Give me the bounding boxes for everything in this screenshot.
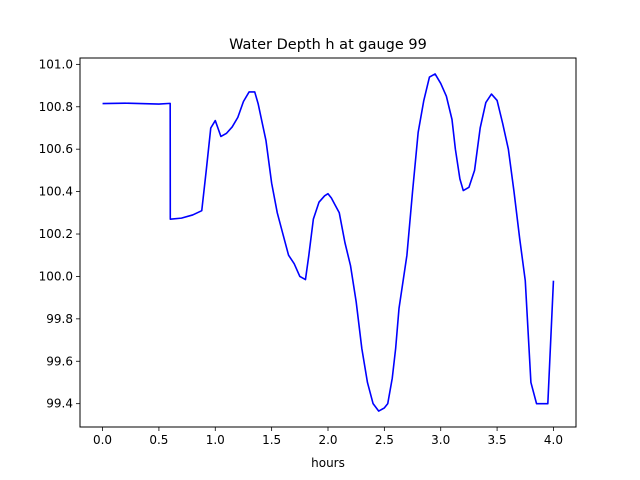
chart-title: Water Depth h at gauge 99 (229, 37, 427, 53)
x-tick-label: 4.0 (544, 433, 563, 447)
x-tick-label: 3.0 (431, 433, 450, 447)
x-tick-label: 2.5 (375, 433, 394, 447)
y-tick-label: 100.8 (39, 100, 73, 114)
y-tick-label: 99.6 (46, 354, 73, 368)
plot-area: 0.0 0.5 1.0 1.5 2.0 2.5 3.0 3.5 4.0 99.4 99.6 99.8 1… (39, 57, 577, 447)
y-tick-label: 100.0 (39, 269, 73, 283)
y-tick-label: 99.4 (46, 397, 73, 411)
x-tick-label: 1.0 (206, 433, 225, 447)
x-tick-label: 1.5 (262, 433, 281, 447)
y-tick-label: 100.6 (39, 142, 73, 156)
series-line-0 (102, 73, 555, 412)
y-tick-label: 101.0 (39, 57, 73, 71)
y-tick-label: 100.4 (39, 185, 73, 199)
y-tick-label: 100.2 (39, 227, 73, 241)
x-tick-label: 0.5 (149, 433, 168, 447)
x-tick-label: 2.0 (318, 433, 337, 447)
x-axis-label: hours (311, 456, 345, 470)
y-tick-label: 99.8 (46, 312, 73, 326)
x-tick-label: 3.5 (488, 433, 507, 447)
x-tick-label: 0.0 (93, 433, 112, 447)
